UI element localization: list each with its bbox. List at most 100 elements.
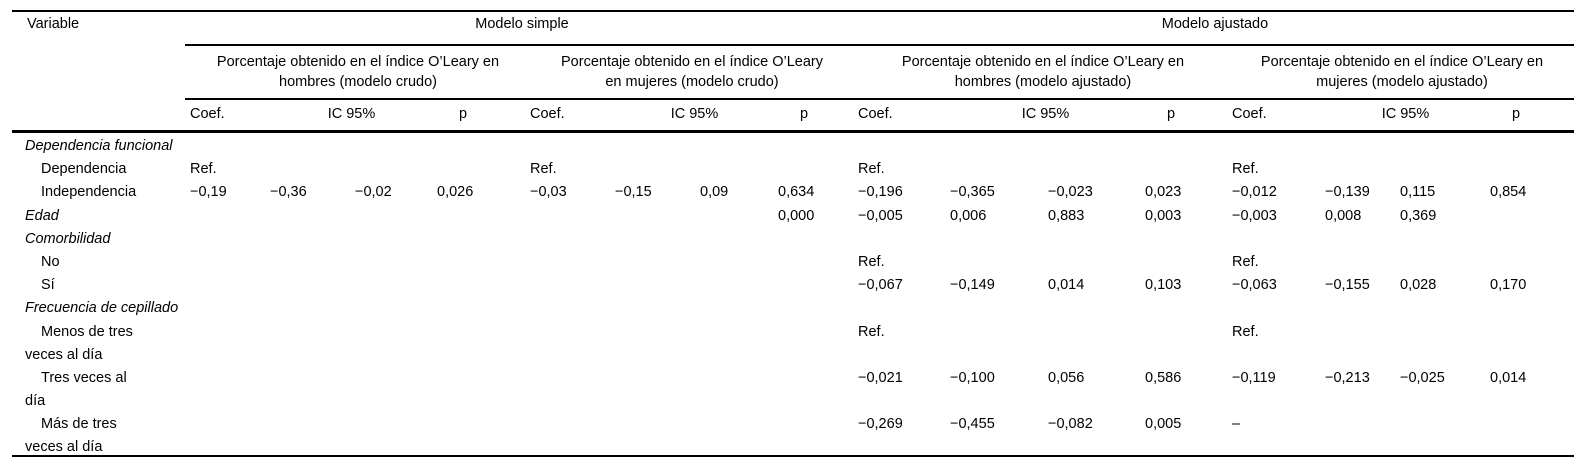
table-cell xyxy=(1230,390,1323,413)
table-cell xyxy=(698,413,776,436)
table-cell xyxy=(1143,344,1230,367)
table-cell: 0,634 xyxy=(778,184,815,201)
table-cell xyxy=(613,297,698,320)
table-cell: −0,082 xyxy=(1048,416,1093,433)
row-label: veces al día xyxy=(25,439,103,456)
table-cell: −0,15 xyxy=(615,184,652,201)
table-cell xyxy=(188,228,268,251)
table-cell xyxy=(1323,228,1398,251)
table-cell: 0,883 xyxy=(1048,207,1085,224)
table-cell: 0,026 xyxy=(437,184,474,201)
table-cell: 0,003 xyxy=(1145,207,1182,224)
row-label: Tres veces al xyxy=(41,369,127,386)
table-cell xyxy=(776,158,856,181)
table-cell: −0,213 xyxy=(1325,369,1370,386)
table-cell xyxy=(856,436,948,459)
table-row: Frecuencia de cepillado xyxy=(0,297,1574,320)
row-label: día xyxy=(25,393,46,410)
table-row: veces al día xyxy=(0,436,1574,459)
table-cell xyxy=(268,413,353,436)
table-cell xyxy=(856,390,948,413)
table-cell xyxy=(1488,413,1574,436)
table-row: Dependencia funcional xyxy=(0,135,1574,158)
table-cell xyxy=(613,321,698,344)
table-cell: 0,103 xyxy=(1145,277,1182,294)
table-cell xyxy=(613,158,698,181)
table-cell xyxy=(435,274,528,297)
coef-header: Coef. xyxy=(190,106,225,122)
p-header: p xyxy=(459,106,468,122)
table-cell xyxy=(268,228,353,251)
table-rule-bottom xyxy=(12,455,1574,457)
table-cell xyxy=(1323,436,1398,459)
table-cell xyxy=(268,205,353,228)
table-cell: −0,139 xyxy=(1325,184,1370,201)
model-ajustado-header: Modelo ajustado xyxy=(1161,16,1269,32)
table-cell xyxy=(698,158,776,181)
table-cell xyxy=(1323,297,1398,320)
table-row: Dependencia Ref. Ref. Ref. Ref. xyxy=(0,158,1574,181)
table-cell xyxy=(856,344,948,367)
table-cell xyxy=(528,367,613,390)
table-cell xyxy=(613,367,698,390)
table-cell xyxy=(1398,251,1488,274)
row-label: veces al día xyxy=(25,346,103,363)
table-cell: −0,196 xyxy=(858,184,903,201)
table-cell xyxy=(948,251,1046,274)
ic95-header: IC 95% xyxy=(670,106,719,122)
table-row: día xyxy=(0,390,1574,413)
group-header-hombres-ajustado: Porcentaje obtenido en el índice O’Leary… xyxy=(901,54,1185,90)
table-cell xyxy=(353,158,435,181)
table-cell xyxy=(188,297,268,320)
table-row: veces al día xyxy=(0,344,1574,367)
table-cell xyxy=(1488,158,1574,181)
ic95-header: IC 95% xyxy=(1381,106,1430,122)
table-cell: 0,028 xyxy=(1400,277,1437,294)
table-cell: 0,023 xyxy=(1145,184,1182,201)
table-cell: 0,005 xyxy=(1145,416,1182,433)
table-cell xyxy=(1143,436,1230,459)
table-cell xyxy=(268,436,353,459)
row-label: Más de tres xyxy=(41,416,117,433)
variable-column-header: Variable xyxy=(27,16,80,32)
table-cell xyxy=(776,251,856,274)
table-row: Más de tres −0,269 −0,455 −0,082 0,005 – xyxy=(0,413,1574,436)
table-cell xyxy=(353,274,435,297)
table-cell xyxy=(1488,135,1574,158)
table-cell xyxy=(1046,135,1143,158)
table-cell xyxy=(435,251,528,274)
table-cell: −0,36 xyxy=(270,184,307,201)
table-cell xyxy=(435,321,528,344)
table-cell xyxy=(188,436,268,459)
row-label: Comorbilidad xyxy=(25,230,111,247)
group-header-hombres-crudo: Porcentaje obtenido en el índice O’Leary… xyxy=(216,54,500,90)
ic95-header: IC 95% xyxy=(327,106,376,122)
table-cell xyxy=(1398,158,1488,181)
table-cell: −0,100 xyxy=(950,369,995,386)
table-cell: −0,025 xyxy=(1400,369,1445,386)
table-cell xyxy=(1398,436,1488,459)
table-rule-header-body xyxy=(12,130,1574,133)
table-cell xyxy=(528,436,613,459)
table-cell xyxy=(435,413,528,436)
table-cell: 0,006 xyxy=(950,207,987,224)
table-cell xyxy=(1488,390,1574,413)
p-header: p xyxy=(800,106,809,122)
table-cell xyxy=(353,413,435,436)
coef-header: Coef. xyxy=(1232,106,1267,122)
ic95-header: IC 95% xyxy=(1021,106,1070,122)
row-label: Independencia xyxy=(41,184,137,201)
table-cell: −0,365 xyxy=(950,184,995,201)
table-cell xyxy=(1488,228,1574,251)
table-cell: 0,000 xyxy=(778,207,815,224)
table-cell xyxy=(1230,297,1323,320)
group-header-mujeres-ajustado: Porcentaje obtenido en el índice O’Leary… xyxy=(1260,54,1544,90)
table-cell: −0,023 xyxy=(1048,184,1093,201)
table-cell xyxy=(1143,251,1230,274)
row-label: Dependencia xyxy=(41,161,127,178)
table-cell xyxy=(776,413,856,436)
table-cell xyxy=(188,274,268,297)
table-cell xyxy=(1323,413,1398,436)
table-cell: Ref. xyxy=(1232,161,1259,178)
table-cell xyxy=(1143,228,1230,251)
